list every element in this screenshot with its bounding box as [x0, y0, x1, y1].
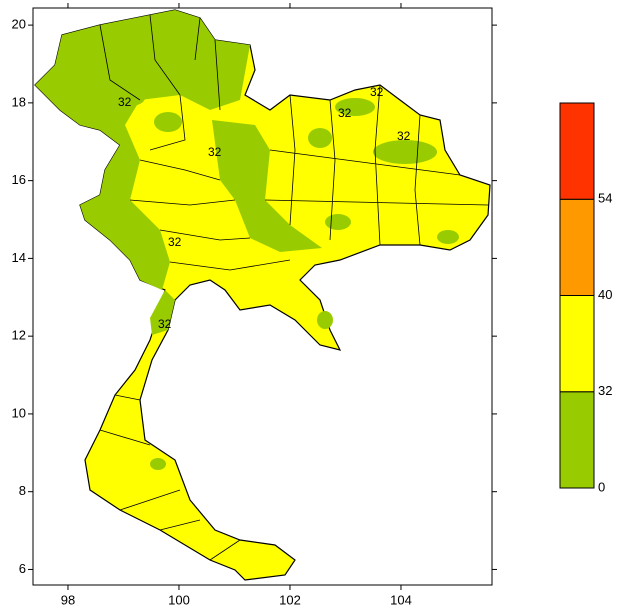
colorbar-label: 0 — [598, 479, 605, 494]
colorbar-band — [559, 391, 595, 489]
below-32-areas — [35, 10, 459, 470]
colorbar-band — [559, 295, 595, 393]
contour-label: 32 — [208, 145, 222, 159]
colorbar-label: 40 — [598, 287, 612, 302]
province-boundaries — [99, 14, 489, 561]
x-tick-label: 104 — [390, 592, 412, 607]
colorbar-band — [559, 102, 595, 200]
contour-label: 32 — [338, 106, 352, 120]
y-tick-label: 18 — [12, 94, 26, 109]
y-tick-label: 12 — [12, 328, 26, 343]
y-tick-label: 10 — [12, 405, 26, 420]
colorbar-band — [559, 198, 595, 296]
contour-label: 32 — [168, 235, 182, 249]
colorbar-label: 54 — [598, 191, 612, 206]
x-tick-label: 98 — [61, 592, 75, 607]
y-tick-label: 6 — [19, 561, 26, 576]
colorbar-label: 32 — [598, 383, 612, 398]
x-tick-label: 102 — [279, 592, 301, 607]
contour-label: 32 — [370, 85, 384, 99]
contour-label: 32 — [158, 317, 172, 331]
contour-label: 32 — [397, 129, 411, 143]
contour-label: 32 — [118, 95, 132, 109]
y-tick-label: 20 — [12, 17, 26, 32]
y-tick-label: 16 — [12, 172, 26, 187]
x-tick-label: 100 — [168, 592, 190, 607]
y-tick-label: 14 — [12, 250, 26, 265]
y-tick-label: 8 — [19, 483, 26, 498]
